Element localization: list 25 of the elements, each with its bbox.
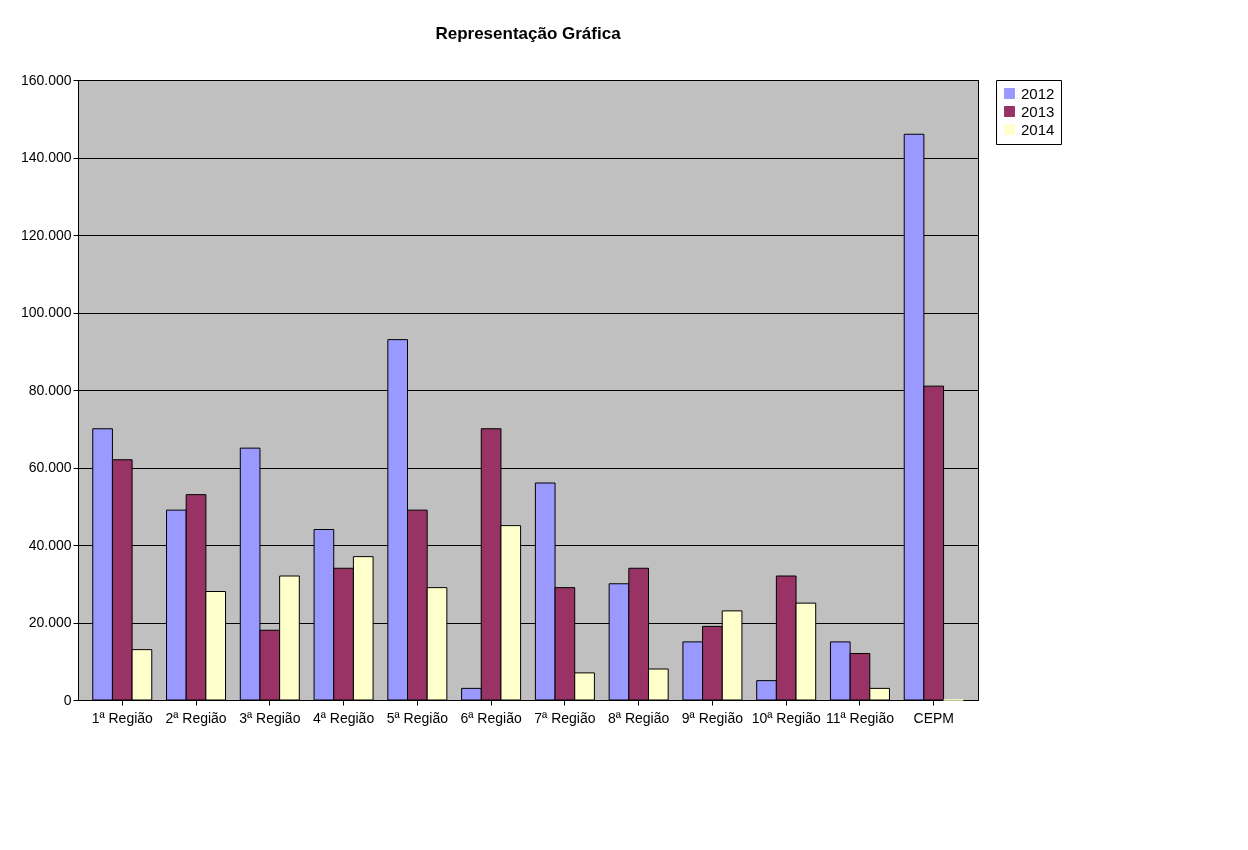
chart-title: Representação Gráfica: [435, 24, 622, 43]
x-tick-label: 8ª Região: [608, 709, 670, 726]
y-tick-label: 80.000: [28, 381, 72, 398]
x-tick-label: 6ª Região: [460, 709, 522, 726]
y-tick-label: 100.000: [20, 304, 72, 320]
y-tick-label: 40.000: [28, 536, 72, 553]
legend-label: 2012: [1021, 84, 1055, 102]
y-tick-label: 20.000: [28, 614, 72, 630]
x-tick-label: 4ª Região: [312, 709, 375, 726]
x-tick-label: 11ª Região: [825, 709, 895, 726]
legend-label: 2014: [1021, 120, 1055, 138]
x-tick-label: 2ª Região: [165, 709, 227, 726]
y-tick-label: 140.000: [20, 149, 72, 165]
x-tick-label: 3ª Região: [239, 709, 301, 726]
x-tick-label: CEPM: [913, 709, 954, 726]
y-tick-label: 120.000: [20, 226, 72, 243]
y-tick-label: 0: [63, 691, 72, 708]
x-tick-label: 5ª Região: [386, 709, 449, 726]
x-tick-label: 7ª Região: [534, 709, 596, 726]
legend-label: 2013: [1021, 102, 1055, 120]
x-tick-label: 1ª Região: [91, 709, 154, 726]
x-tick-label: 10ª Região: [751, 709, 821, 726]
x-tick-label: 9ª Região: [681, 709, 744, 726]
y-tick-label: 60.000: [28, 459, 72, 475]
y-tick-label: 160.000: [20, 71, 72, 88]
